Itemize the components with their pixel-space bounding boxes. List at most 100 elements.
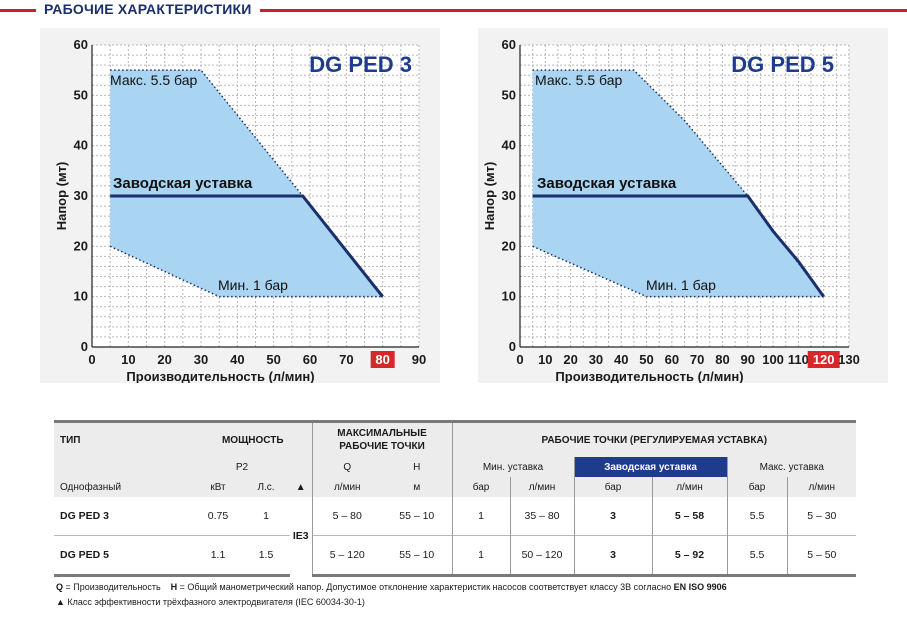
series-min-line — [109, 245, 383, 298]
footnote-q-text: = Производительность — [63, 582, 171, 592]
header-work-points: РАБОЧИЕ ТОЧКИ (РЕГУЛИРУЕМАЯ УСТАВКА) — [451, 420, 857, 457]
cell-kw: 0.75 — [207, 510, 229, 522]
x-tick-highlight — [807, 351, 840, 368]
x-tick-label: 20 — [563, 352, 577, 367]
cell-min-bar: 1 — [451, 497, 511, 536]
cell-max-bar: 5.5 — [726, 535, 788, 577]
annotation-factory: Заводская уставка — [537, 175, 677, 192]
y-tick-label: 40 — [74, 138, 88, 153]
annotation-max: Макс. 5.5 бар — [535, 72, 623, 88]
unit-fac-lmin: л/мин — [651, 477, 728, 497]
x-tick-label: 110 — [788, 352, 809, 367]
table-row: DG PED 5 1.1 1.5 5 – 120 55 – 10 1 50 – … — [54, 535, 857, 577]
cell-h: 55 – 10 — [399, 510, 435, 522]
unit-kw: кВт — [194, 477, 242, 497]
unit-min-lmin: л/мин — [509, 477, 575, 497]
footnote-h-text: = Общий манометрический напор. Допустимо… — [177, 582, 674, 592]
cell-fac-bar: 3 — [573, 497, 653, 536]
table-header-row-1: ТИП МОЩНОСТЬ МАКСИМАЛЬНЫЕ РАБОЧИЕ ТОЧКИ … — [54, 420, 857, 457]
table-header-row-3: Однофазный кВт Л.с. ▲ л/мин м бар л/мин … — [54, 477, 857, 497]
unit-hp: Л.с. — [242, 477, 290, 497]
unit-min-bar: бар — [451, 477, 511, 497]
spec-table: ТИП МОЩНОСТЬ МАКСИМАЛЬНЫЕ РАБОЧИЕ ТОЧКИ … — [54, 420, 857, 577]
cell-q: 5 – 80 — [311, 497, 383, 536]
x-tick-label: 120 — [813, 352, 835, 367]
y-tick-label: 50 — [74, 87, 88, 102]
header-min-setting: Мин. уставка — [451, 457, 575, 477]
x-tick-label: 130 — [838, 352, 860, 367]
y-tick-label: 30 — [502, 188, 516, 203]
chart-dg-ped-5: 0 10 20 30 40 50 60 0 10 20 30 40 50 60 70 80 90 100 110 12… — [478, 28, 888, 383]
x-tick-label: 90 — [741, 352, 755, 367]
chart-title: DG PED 5 — [731, 52, 834, 77]
x-tick-label: 80 — [375, 352, 389, 367]
x-axis-title: Производительность (л/мин) — [126, 369, 314, 383]
unit-max-lmin: л/мин — [786, 477, 857, 497]
table-header-row-2: P2 Q H Мин. уставка Заводская уставка Ма… — [54, 457, 857, 477]
model-name: DG PED 5 — [54, 535, 194, 577]
footnote-2: ▲ Класс эффективности трёхфазного электр… — [56, 597, 365, 607]
unit-fac-bar: бар — [573, 477, 653, 497]
header-p2: P2 — [194, 457, 290, 477]
cell-max-bar: 5.5 — [726, 497, 788, 536]
footnotes: Q = Производительность H = Общий маномет… — [56, 580, 727, 610]
unit-h-m: м — [382, 477, 453, 497]
y-tick-label: 0 — [81, 339, 88, 354]
x-tick-label: 10 — [121, 352, 135, 367]
x-tick-label: 0 — [516, 352, 523, 367]
header-q: Q — [311, 457, 383, 477]
ie-class: IE3 — [292, 530, 309, 543]
section-header: РАБОЧИЕ ХАРАКТЕРИСТИКИ — [0, 0, 907, 22]
annotation-factory: Заводская уставка — [113, 175, 253, 192]
footnote-q-key: Q — [56, 582, 64, 592]
header-max-setting: Макс. уставка — [726, 457, 857, 477]
table-row: DG PED 3 0.75 1 IE3 5 – 80 55 – 10 1 35 … — [54, 497, 857, 542]
header-factory-setting: Заводская уставка — [573, 457, 728, 477]
cell-hp: 1 — [263, 510, 269, 522]
cell-fac-q: 5 – 92 — [651, 535, 728, 577]
cell-hp: 1.5 — [242, 535, 290, 577]
cell-min-q: 35 – 80 — [509, 497, 575, 536]
y-tick-label: 10 — [74, 289, 88, 304]
cell-fac-bar: 3 — [573, 535, 653, 577]
y-tick-label: 60 — [74, 37, 88, 52]
x-tick-label: 10 — [538, 352, 552, 367]
x-tick-label: 20 — [157, 352, 171, 367]
annotation-min: Мин. 1 бар — [218, 277, 288, 293]
y-tick-label: 10 — [502, 289, 516, 304]
y-axis-title: Напор (мт) — [482, 162, 497, 231]
series-factory-line — [532, 194, 825, 298]
header-rule-right — [245, 9, 907, 12]
y-tick-label: 50 — [502, 87, 516, 102]
header-power: МОЩНОСТЬ — [194, 420, 313, 457]
cell-fac-q: 5 – 58 — [651, 497, 728, 536]
x-tick-highlight — [370, 351, 395, 368]
y-tick-label: 30 — [74, 188, 88, 203]
x-tick-label: 0 — [88, 352, 95, 367]
series-min-line — [532, 245, 824, 298]
series-factory-line — [110, 194, 384, 298]
cell-h: 55 – 10 — [382, 535, 453, 577]
x-tick-label: 40 — [614, 352, 628, 367]
cell-min-bar: 1 — [451, 535, 511, 577]
unit-triangle: ▲ — [290, 477, 313, 497]
y-tick-label: 20 — [74, 238, 88, 253]
x-tick-label: 60 — [303, 352, 317, 367]
footnote-1: Q = Производительность H = Общий маномет… — [56, 580, 727, 595]
cell-q: 5 – 120 — [311, 535, 383, 577]
annotation-min: Мин. 1 бар — [646, 277, 716, 293]
header-h: H — [382, 457, 453, 477]
chart-dg-ped-3: 0 10 20 30 40 50 60 0 10 20 30 40 50 60 70 80 90 Производ… — [40, 28, 440, 383]
unit-max-bar: бар — [726, 477, 788, 497]
header-max-points: МАКСИМАЛЬНЫЕ РАБОЧИЕ ТОЧКИ — [311, 420, 453, 457]
x-tick-label: 30 — [194, 352, 208, 367]
y-axis-title: Напор (мт) — [54, 162, 69, 231]
operating-area — [532, 70, 824, 297]
spec-table-wrap: ТИП МОЩНОСТЬ МАКСИМАЛЬНЫЕ РАБОЧИЕ ТОЧКИ … — [54, 420, 857, 577]
x-tick-label: 70 — [339, 352, 353, 367]
operating-area — [110, 70, 383, 297]
x-axis-title: Производительность (л/мин) — [555, 369, 743, 383]
model-name: DG PED 3 — [60, 510, 110, 522]
x-tick-label: 30 — [589, 352, 603, 367]
x-tick-label: 60 — [665, 352, 679, 367]
